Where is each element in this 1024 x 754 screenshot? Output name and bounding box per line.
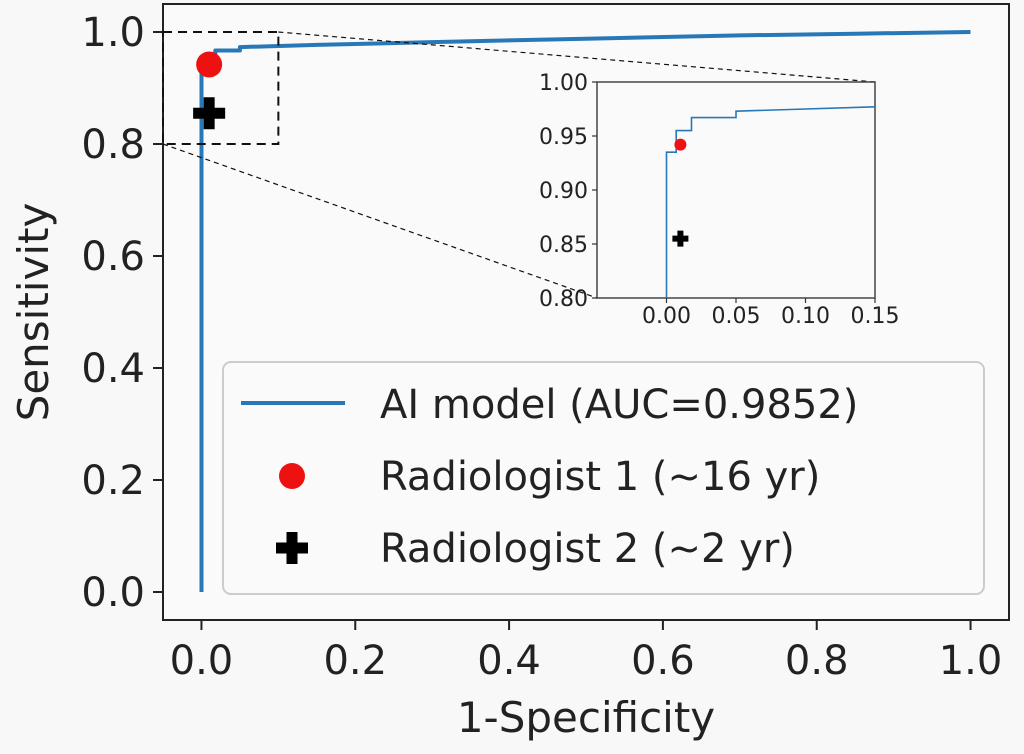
legend-box (222, 361, 985, 595)
inset-x-tick-label: 0.00 (642, 304, 691, 329)
y-tick-label: 0.8 (81, 122, 145, 168)
x-tick-label: 0.0 (170, 638, 234, 684)
inset-radiologist-2-marker (672, 230, 689, 247)
radiologist-1-marker (196, 51, 223, 78)
y-tick-label: 1.0 (81, 10, 145, 56)
inset-x-tick-label: 0.05 (712, 304, 761, 329)
inset-radiologist-1-marker (674, 138, 687, 151)
legend-plus-swatch (276, 532, 308, 564)
zoom-connector-line (162, 143, 598, 299)
x-tick-label: 0.8 (785, 638, 849, 684)
y-tick-label: 0.6 (81, 234, 145, 280)
y-tick-label: 0.4 (81, 346, 145, 392)
inset-plot: 0.00 0.05 0.10 0.15 0.80 0.85 0.90 0.95 1.00 (162, 31, 900, 329)
legend-label-radiologist-2: Radiologist 2 (~2 yr) (380, 526, 795, 572)
x-tick-label: 0.4 (477, 638, 541, 684)
y-axis-label: Sensitivity (9, 203, 58, 422)
zoom-box (162, 31, 280, 145)
legend-label-ai-model: AI model (AUC=0.9852) (380, 382, 858, 428)
inset-y-tick-label: 0.95 (539, 125, 588, 150)
zoom-connector-line (278, 31, 876, 83)
y-tick-label: 0.2 (81, 458, 145, 504)
x-tick-label: 0.6 (631, 638, 695, 684)
x-axis-label: 1-Specificity (457, 693, 715, 742)
legend: AI model (AUC=0.9852) Radiologist 1 (~16 … (222, 361, 985, 595)
legend-circle-swatch (279, 463, 305, 489)
inset-y-tick-label: 0.80 (539, 287, 588, 312)
x-tick-label: 1.0 (939, 638, 1003, 684)
legend-label-radiologist-1: Radiologist 1 (~16 yr) (380, 454, 820, 500)
inset-x-tick-label: 0.10 (781, 304, 830, 329)
x-tick-label: 0.2 (323, 638, 387, 684)
inset-y-tick-label: 0.90 (539, 179, 588, 204)
inset-y-tick-label: 1.00 (539, 71, 588, 96)
inset-y-tick-label: 0.85 (539, 233, 588, 258)
y-tick-label: 0.0 (81, 570, 145, 616)
inset-x-tick-label: 0.15 (851, 304, 900, 329)
radiologist-2-marker (193, 97, 226, 130)
